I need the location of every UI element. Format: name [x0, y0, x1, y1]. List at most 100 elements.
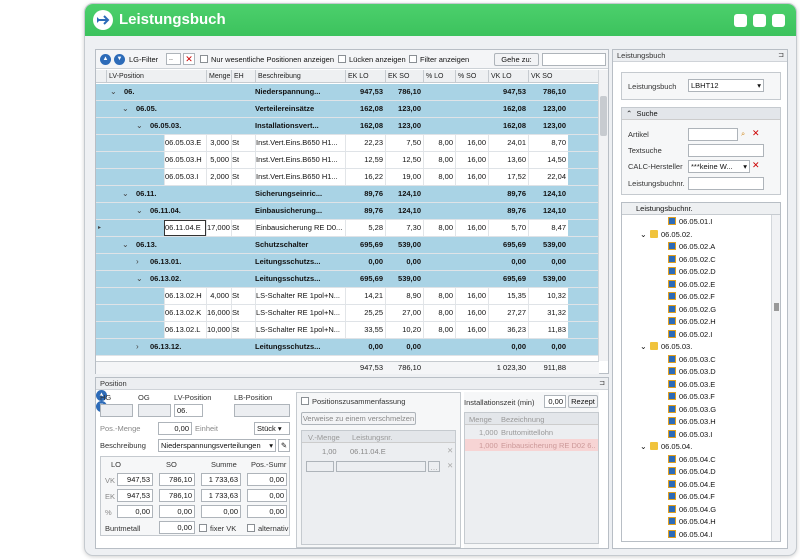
einheit-select[interactable]: Stück ▾ — [254, 422, 290, 435]
grid-cell-menge[interactable]: 4,000 — [206, 288, 231, 304]
grid-cell-menge[interactable]: 2,000 — [206, 169, 231, 185]
gehe-zu-input[interactable] — [542, 53, 606, 66]
grid-cell-p-so[interactable] — [455, 271, 488, 287]
grid-cell-ek-lo[interactable]: 33,55 — [345, 322, 385, 338]
column-header[interactable]: EK LO — [345, 70, 385, 83]
vk-summe-field[interactable]: 1 733,63 — [201, 473, 241, 486]
down-icon[interactable]: ▼ — [114, 54, 125, 65]
grid-cell-vk-so[interactable]: 8,47 — [528, 220, 568, 236]
table-row[interactable]: 06.05.03.E 3,000 St Inst.Vert.Eins.B650 H1.… — [96, 135, 599, 152]
grid-cell-ek-lo[interactable]: 5,28 — [345, 220, 385, 236]
grid-cell-menge[interactable]: 5,000 — [206, 152, 231, 168]
grid-cell-menge[interactable]: 3,000 — [206, 135, 231, 151]
tree-item[interactable]: 06.05.03.F — [622, 391, 772, 404]
alternativ-checkbox[interactable]: alternativ — [247, 524, 288, 533]
table-row[interactable]: 06.11. Sicherungseinric... 89,76 124,10 89,7… — [96, 186, 599, 203]
grid-cell-menge[interactable] — [206, 84, 231, 100]
table-row[interactable]: 06.13.02.K 16,000 St LS-Schalter RE 1pol+N.… — [96, 305, 599, 322]
suche-header[interactable]: ⌃ Suche — [622, 108, 780, 120]
collapse-icon[interactable]: ⌄ — [122, 189, 129, 198]
rezept-button[interactable]: Rezept — [568, 395, 598, 408]
grid-cell-ek-lo[interactable]: 89,76 — [364, 206, 383, 215]
minimize-button[interactable] — [734, 14, 747, 27]
grid-cell-ek-lo[interactable]: 89,76 — [364, 189, 383, 198]
grid-cell-eh[interactable]: St — [231, 169, 255, 185]
tree-item[interactable]: 06.05.02.D — [622, 266, 772, 279]
grid-cell-lv[interactable]: 06.13.02.H — [164, 288, 206, 304]
tree-item[interactable]: ⌄ 06.05.03. — [622, 341, 772, 354]
grid-cell-lv[interactable]: 06.05.03. — [150, 121, 182, 130]
pct-lo-field[interactable]: 0,00 — [117, 505, 153, 518]
remove-link-icon[interactable]: ✕ — [447, 446, 454, 455]
collapse-icon[interactable]: ⌄ — [136, 274, 143, 283]
tree-item[interactable]: 06.05.02.I — [622, 329, 772, 342]
grid-cell-ek-so[interactable]: 124,10 — [398, 206, 421, 215]
grid-cell-eh[interactable]: St — [231, 288, 255, 304]
grid-cell-vk-so[interactable]: 539,00 — [543, 274, 566, 283]
grid-cell-p-lo[interactable]: 8,00 — [423, 322, 455, 338]
grid-cell-p-lo[interactable] — [423, 271, 455, 287]
grid-cell-lv[interactable]: 06.13.02.L — [164, 322, 206, 338]
grid-cell-lv[interactable]: 06.11.04. — [150, 206, 181, 215]
expand-icon[interactable]: › — [136, 257, 139, 266]
grid-cell-vk-lo[interactable]: 15,35 — [488, 288, 528, 304]
grid-cell-vk-lo[interactable]: 36,23 — [488, 322, 528, 338]
grid-cell-vk-so[interactable]: 8,70 — [528, 135, 568, 151]
tree-item[interactable]: 06.05.02.E — [622, 279, 772, 292]
grid-cell-ek-so[interactable]: 124,10 — [398, 189, 421, 198]
vk-pos-summe-field[interactable]: 0,00 — [247, 473, 287, 486]
grid-cell-ek-so[interactable]: 539,00 — [398, 274, 421, 283]
grid-cell-p-so[interactable]: 16,00 — [455, 288, 488, 304]
grid-cell-beschr[interactable]: LS-Schalter RE 1pol+N... — [255, 305, 345, 321]
grid-cell-eh[interactable] — [231, 203, 255, 219]
grid-cell-vk-so[interactable]: 22,04 — [528, 169, 568, 185]
clear-hersteller-icon[interactable]: ✕ — [752, 160, 760, 170]
grid-cell-vk-lo[interactable]: 27,27 — [488, 305, 528, 321]
grid-cell-p-so[interactable]: 16,00 — [455, 322, 488, 338]
table-row[interactable]: 06.13.01. Leitungsschutzs... 0,00 0,00 0,00 0… — [96, 254, 599, 271]
grid-cell-beschr[interactable]: Leitungsschutzs... — [255, 342, 321, 351]
nur-wesentliche-checkbox[interactable]: Nur wesentliche Positionen anzeigen — [200, 55, 334, 64]
grid-cell-p-so[interactable]: 16,00 — [455, 305, 488, 321]
grid-cell-lv[interactable]: 06.05.03.I — [164, 169, 206, 185]
grid-cell-ek-lo[interactable]: 947,53 — [360, 87, 383, 96]
table-row[interactable]: 06.13.12. Leitungsschutzs... 0,00 0,00 0,00 0… — [96, 339, 599, 356]
grid-cell-menge[interactable] — [206, 237, 231, 253]
grid-cell-ek-lo[interactable]: 25,25 — [345, 305, 385, 321]
grid-cell-ek-so[interactable]: 7,30 — [385, 220, 423, 236]
grid-cell-lv[interactable]: 06.11. — [136, 189, 157, 198]
column-header[interactable]: LV-Position — [106, 70, 216, 83]
tree-item[interactable]: 06.05.02.A — [622, 241, 772, 254]
grid-cell-ek-lo[interactable]: 22,23 — [345, 135, 385, 151]
leistungsbuchnr-field[interactable] — [688, 177, 764, 190]
grid-cell-menge[interactable]: 10,000 — [206, 322, 231, 338]
buntmetall-field[interactable]: 0,00 — [159, 521, 195, 534]
collapse-icon[interactable]: ⌄ — [640, 442, 647, 451]
grid-cell-ek-lo[interactable]: 695,69 — [360, 240, 383, 249]
collapse-icon[interactable]: ⌄ — [640, 229, 647, 239]
tree-item[interactable]: 06.05.04.I — [622, 529, 772, 542]
hg-field[interactable] — [100, 404, 133, 417]
table-row[interactable]: 06.05.03. Installationsvert... 162,08 123,0… — [96, 118, 599, 135]
grid-cell-ek-lo[interactable]: 14,21 — [345, 288, 385, 304]
grid-cell-ek-lo[interactable]: 162,08 — [360, 121, 383, 130]
grid-cell-eh[interactable] — [231, 186, 255, 202]
grid-cell-lv[interactable]: 06.13.02. — [150, 274, 182, 283]
grid-cell-beschr[interactable]: Leitungsschutzs... — [255, 257, 321, 266]
grid-cell-menge[interactable]: 16,000 — [206, 305, 231, 321]
grid-cell-beschr[interactable]: LS-Schalter RE 1pol+N... — [255, 322, 345, 338]
grid-cell-p-lo[interactable] — [423, 101, 455, 117]
up-icon[interactable]: ▲ — [100, 54, 111, 65]
tree-item[interactable]: ⌄ 06.05.02. — [622, 229, 772, 242]
pct-so-field[interactable]: 0,00 — [159, 505, 195, 518]
tree-item[interactable]: 06.05.03.G — [622, 404, 772, 417]
grid-cell-ek-lo[interactable]: 16,22 — [345, 169, 385, 185]
tree-item[interactable]: 06.05.04.E — [622, 479, 772, 492]
grid-cell-vk-so[interactable]: 31,32 — [528, 305, 568, 321]
leistungsbuch-select[interactable]: LBHT12 ▾ — [688, 79, 764, 92]
grid-cell-eh[interactable] — [231, 271, 255, 287]
grid-cell-p-so[interactable] — [455, 203, 488, 219]
grid-cell-p-lo[interactable]: 8,00 — [423, 169, 455, 185]
grid-cell-lv[interactable]: 06.05.03.E — [164, 135, 206, 151]
column-header[interactable]: VK SO — [528, 70, 568, 83]
